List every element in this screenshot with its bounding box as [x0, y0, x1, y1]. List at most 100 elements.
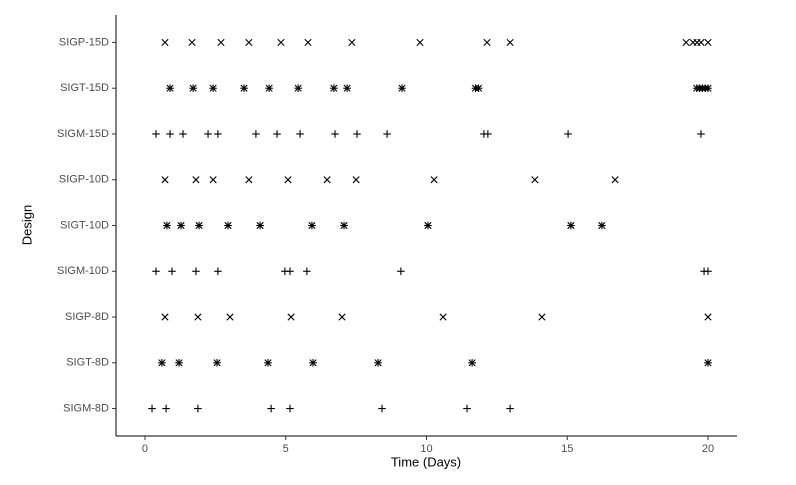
marker	[340, 221, 348, 230]
marker	[682, 38, 690, 47]
y-tick-label: SIGM-15D	[57, 128, 109, 140]
marker-stroke	[506, 38, 514, 47]
marker-stroke	[304, 38, 312, 47]
y-tick-label: SIGT-10D	[60, 219, 109, 231]
marker	[195, 221, 203, 230]
marker-stroke	[352, 176, 360, 184]
y-tick-label: SIGT-15D	[60, 82, 109, 94]
marker	[152, 130, 160, 138]
marker	[564, 130, 572, 138]
marker	[474, 84, 483, 93]
marker	[245, 176, 253, 184]
marker	[704, 267, 712, 276]
marker	[214, 267, 222, 276]
x-tick-label: 20	[702, 443, 714, 455]
y-tick-label: SIGT-8D	[66, 357, 109, 369]
marker-stroke	[704, 38, 712, 47]
marker-stroke	[430, 176, 438, 184]
y-tick-label: SIGM-8D	[63, 402, 109, 414]
marker	[294, 84, 302, 93]
marker	[352, 176, 360, 184]
marker	[277, 38, 285, 47]
marker-stroke	[697, 38, 705, 47]
marker-stroke	[416, 38, 424, 47]
marker	[483, 38, 491, 47]
marker	[192, 176, 200, 184]
x-tick-label: 0	[142, 443, 148, 455]
marker	[163, 221, 171, 230]
x-axis-title: Time (Days)	[391, 454, 461, 469]
marker	[189, 84, 197, 93]
marker	[383, 130, 391, 138]
marker-stroke	[245, 38, 253, 47]
marker	[256, 221, 264, 230]
marker	[252, 130, 260, 138]
marker	[463, 404, 471, 413]
marker	[224, 221, 232, 230]
marker	[416, 38, 424, 47]
x-tick-label: 15	[561, 443, 573, 455]
marker	[166, 130, 174, 138]
marker	[284, 176, 292, 184]
marker-stroke	[439, 313, 447, 321]
marker	[331, 130, 339, 138]
marker-stroke	[287, 313, 295, 321]
y-tick-label: SIGP-10D	[59, 174, 109, 186]
marker	[148, 404, 156, 413]
marker	[194, 313, 202, 321]
marker	[158, 358, 166, 367]
marker	[378, 404, 386, 413]
marker-stroke	[226, 313, 234, 321]
marker	[264, 358, 272, 367]
marker-stroke	[209, 176, 217, 184]
marker	[287, 313, 295, 321]
marker	[162, 404, 170, 413]
marker	[704, 38, 712, 47]
marker	[179, 130, 187, 138]
marker	[192, 267, 200, 276]
marker	[338, 313, 346, 321]
marker	[286, 404, 294, 413]
marker	[265, 84, 273, 93]
marker-stroke	[245, 176, 253, 184]
marker	[506, 38, 514, 47]
marker	[303, 267, 311, 276]
marker-stroke	[531, 176, 539, 184]
marker-stroke	[538, 313, 546, 321]
marker	[166, 84, 174, 93]
marker-stroke	[194, 313, 202, 321]
marker	[194, 404, 202, 413]
marker	[323, 176, 331, 184]
y-axis-title: Design	[19, 205, 34, 245]
marker	[209, 176, 217, 184]
marker	[611, 176, 619, 184]
marker-stroke	[348, 38, 356, 47]
marker-stroke	[323, 176, 331, 184]
marker	[226, 313, 234, 321]
x-tick-label: 10	[420, 443, 432, 455]
marker-stroke	[682, 38, 690, 47]
marker	[168, 267, 176, 276]
marker	[468, 358, 476, 367]
y-tick-label: SIGM-10D	[57, 265, 109, 277]
marker-stroke	[217, 38, 225, 47]
marker	[343, 84, 351, 93]
marker	[374, 358, 382, 367]
marker	[598, 221, 606, 230]
marker	[353, 130, 361, 138]
marker	[330, 84, 338, 93]
marker	[161, 38, 169, 47]
marker-stroke	[192, 176, 200, 184]
marker-stroke	[704, 313, 712, 321]
marker-stroke	[611, 176, 619, 184]
marker	[538, 313, 546, 321]
marker	[286, 267, 294, 276]
marker	[704, 358, 712, 367]
marker	[188, 38, 196, 47]
marker	[397, 267, 405, 276]
marker-stroke	[161, 176, 169, 184]
marker	[704, 84, 712, 93]
y-tick-label: SIGP-15D	[59, 36, 109, 48]
marker	[484, 130, 492, 138]
